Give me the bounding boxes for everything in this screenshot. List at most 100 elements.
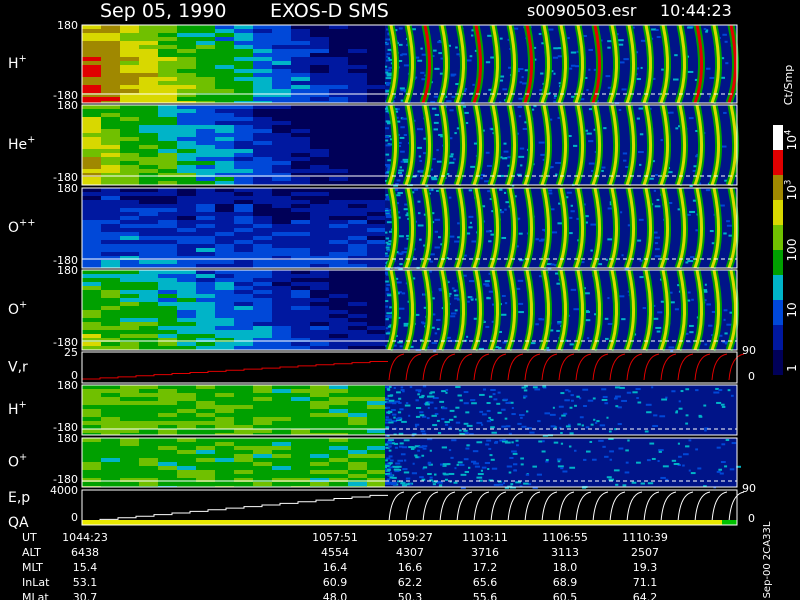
spectrogram-cell <box>196 149 215 153</box>
spectrogram-cell <box>120 45 139 49</box>
spectrogram-speck <box>385 287 389 290</box>
spectrogram-cell <box>234 161 253 165</box>
spectrogram-speck <box>535 238 539 241</box>
spectrogram-cell <box>367 482 385 486</box>
spectrogram-cell <box>272 458 291 462</box>
spectrogram-cell <box>215 290 234 294</box>
spectrogram-speck <box>658 449 664 452</box>
spectrogram-speck <box>511 441 514 444</box>
spectrogram-cell <box>120 294 139 298</box>
spectrogram-cell <box>177 121 196 125</box>
spectrogram-cell <box>272 105 291 109</box>
spectrogram-speck <box>385 211 390 214</box>
spectrogram-speck <box>722 341 728 344</box>
spectrogram-speck <box>476 441 483 444</box>
spectrogram-cell <box>329 69 348 73</box>
spectrogram-speck <box>450 315 456 318</box>
streak-inner <box>659 104 669 186</box>
spectrogram-speck <box>387 48 393 51</box>
spectrogram-cell <box>177 93 196 97</box>
spectrogram-speck <box>724 465 728 468</box>
spectrogram-speck <box>400 160 406 163</box>
spectrogram-speck <box>418 456 421 459</box>
spectrogram-speck <box>668 346 675 349</box>
spectrogram-cell <box>329 97 348 101</box>
spectrogram-speck <box>553 441 559 444</box>
profile-arc <box>711 491 728 523</box>
spectrogram-cell <box>234 93 253 97</box>
spectrogram-speck <box>428 401 434 404</box>
spectrogram-cell <box>101 429 120 433</box>
spectrogram-cell <box>82 153 101 157</box>
spectrogram-speck <box>724 342 731 345</box>
spectrogram-cell <box>196 220 215 224</box>
spectrogram-cell <box>291 478 310 482</box>
spectrogram-cell <box>234 109 253 113</box>
spectrogram-speck <box>660 476 666 479</box>
spectrogram-speck <box>448 418 454 421</box>
spectrogram-cell <box>120 322 139 326</box>
time: 10:44:23 <box>660 1 732 20</box>
spectrogram-cell <box>177 438 196 442</box>
spectrogram-speck <box>431 188 434 191</box>
profile-arc <box>524 491 541 523</box>
cell: 4554 <box>321 546 349 559</box>
spectrogram-cell <box>253 409 272 413</box>
spectrogram-cell <box>348 482 367 486</box>
spectrogram-cell <box>253 330 272 334</box>
spectrogram-speck <box>501 294 506 297</box>
spectrogram-speck <box>480 177 483 180</box>
spectrogram-cell <box>272 409 291 413</box>
spectrogram-cell <box>348 409 367 413</box>
spectrogram-speck <box>501 425 507 428</box>
spectrogram-cell <box>329 326 348 330</box>
spectrogram-cell <box>329 153 348 157</box>
spectrogram-cell <box>234 405 253 409</box>
spectrogram-cell <box>234 129 253 133</box>
spectrogram-cell <box>177 306 196 310</box>
spectrogram-cell <box>234 274 253 278</box>
spectrogram-speck <box>538 440 543 443</box>
spectrogram-cell <box>329 286 348 290</box>
streak-inner <box>574 104 584 186</box>
cell: 3716 <box>471 546 499 559</box>
spectrogram-speck <box>404 247 409 250</box>
spectrogram-speck <box>564 399 570 402</box>
spectrogram-speck <box>386 401 390 404</box>
spectrogram-cell <box>82 113 101 117</box>
spectrogram-cell <box>272 298 291 302</box>
spectrogram-cell <box>291 188 310 192</box>
spectrogram-speck <box>385 466 388 469</box>
spectrogram-speck <box>453 289 457 292</box>
spectrogram-speck <box>570 204 573 207</box>
spectrogram-speck <box>412 462 415 465</box>
spectrogram-cell <box>253 466 272 470</box>
spectrogram-cell <box>367 121 385 125</box>
spectrogram-cell <box>215 129 234 133</box>
spectrogram-cell <box>120 181 139 185</box>
spectrogram-cell <box>82 25 101 29</box>
spectrogram-cell <box>310 125 329 129</box>
spectrogram-cell <box>367 145 385 149</box>
spectrogram-cell <box>196 81 215 85</box>
spectrogram-cell <box>139 409 158 413</box>
spectrogram-cell <box>215 318 234 322</box>
tick-label: 180 <box>57 182 78 195</box>
spectrogram-cell <box>234 177 253 181</box>
spectrogram-cell <box>234 385 253 389</box>
spectrogram-speck <box>548 28 554 31</box>
spectrogram-cell <box>120 145 139 149</box>
spectrogram-cell <box>272 310 291 314</box>
spectrogram-cell <box>367 232 385 236</box>
spectrogram-speck <box>517 279 524 282</box>
spectrogram-speck <box>683 453 689 456</box>
spectrogram-cell <box>196 346 215 350</box>
spectrogram-cell <box>120 157 139 161</box>
spectrogram-speck <box>400 89 407 92</box>
spectrogram-speck <box>385 463 390 466</box>
streak-inner <box>676 269 686 351</box>
spectrogram-cell <box>196 278 215 282</box>
cell: 50.3 <box>398 591 423 600</box>
spectrogram-speck <box>403 322 410 325</box>
spectrogram-cell <box>348 133 367 137</box>
